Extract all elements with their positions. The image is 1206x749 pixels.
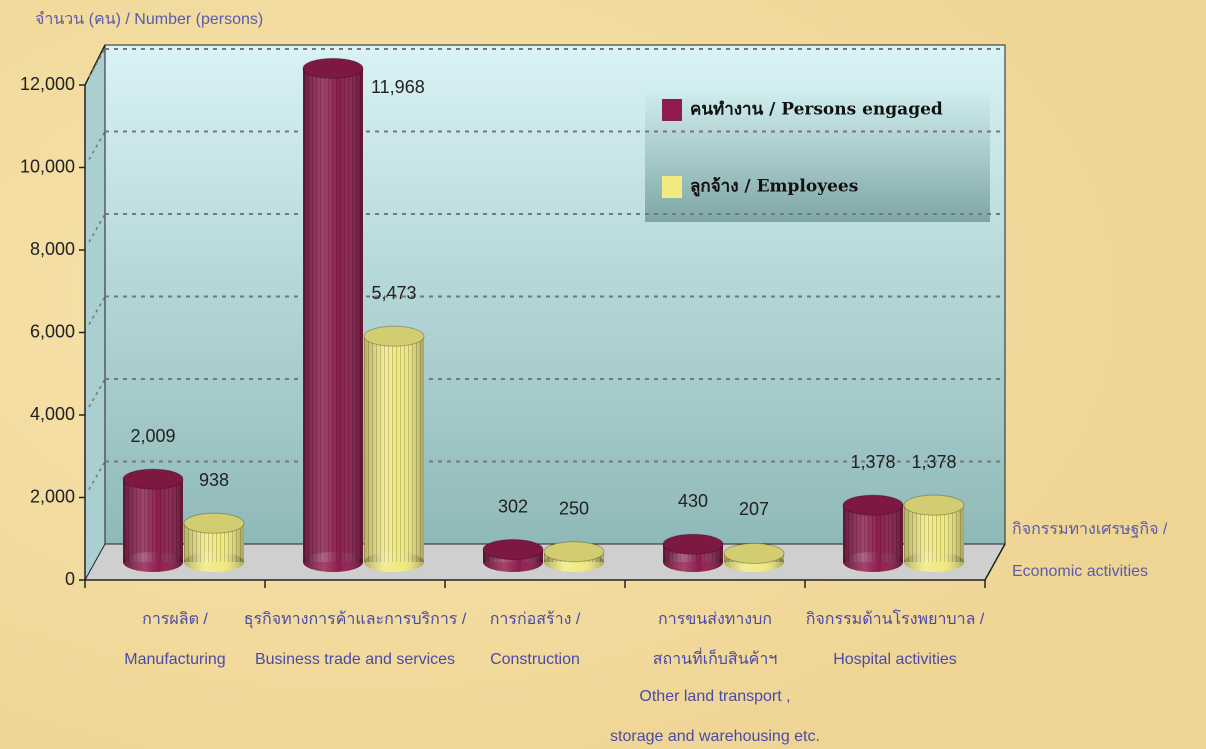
grid-line-depth bbox=[88, 48, 106, 78]
bar-top-shade bbox=[184, 513, 244, 534]
cylinder bbox=[543, 541, 605, 572]
cylinder bbox=[723, 542, 785, 572]
x-tick-label: Construction bbox=[490, 651, 580, 668]
bar-top-shade bbox=[303, 58, 363, 79]
bar-base-shade bbox=[663, 552, 723, 572]
value-label: 250 bbox=[559, 498, 589, 518]
bar-top bbox=[543, 541, 605, 563]
x-tick-label: กิจกรรมด้านโรงพยาบาล / bbox=[806, 609, 985, 628]
bar-base-shade bbox=[843, 552, 903, 572]
x-tick-label: Hospital activities bbox=[833, 651, 957, 668]
bar-top bbox=[723, 542, 785, 564]
bar-stripes bbox=[303, 68, 363, 562]
x-axis-title: Economic activities bbox=[1012, 563, 1148, 580]
cylinder bbox=[662, 533, 724, 572]
cylinder bbox=[302, 57, 364, 572]
bar-top bbox=[183, 512, 245, 534]
bar-base-shade bbox=[184, 552, 244, 572]
bar-top-shade bbox=[123, 469, 183, 490]
bar-top-shade bbox=[364, 326, 424, 347]
bar-top-shade bbox=[904, 495, 964, 516]
cylinder bbox=[363, 325, 425, 572]
y-tick-label: 10,000 bbox=[20, 156, 75, 176]
bar-top bbox=[482, 539, 544, 561]
value-label: 938 bbox=[199, 470, 229, 490]
grid-line-depth bbox=[88, 131, 106, 160]
value-label: 207 bbox=[739, 499, 769, 519]
x-tick-label: ธุรกิจทางการค้าและการบริการ / bbox=[244, 610, 467, 629]
legend-box bbox=[645, 85, 990, 222]
legend-label: คนทำงาน / Persons engaged bbox=[690, 100, 943, 120]
legend-swatch bbox=[662, 99, 682, 121]
y-tick-label: 6,000 bbox=[30, 321, 75, 341]
cylinder bbox=[122, 468, 184, 572]
bar-top-shade bbox=[724, 543, 784, 564]
y-tick-label: 2,000 bbox=[30, 486, 75, 506]
bar-top bbox=[842, 494, 904, 516]
grid-line-depth bbox=[88, 461, 106, 490]
x-tick-label: Manufacturing bbox=[124, 651, 225, 668]
side-wall bbox=[85, 45, 105, 580]
y-axis-depth bbox=[84, 44, 106, 86]
y-tick-label: 4,000 bbox=[30, 404, 75, 424]
cylinder bbox=[903, 494, 965, 572]
x-tick-label: การผลิต / bbox=[142, 611, 208, 628]
bar-base-shade bbox=[123, 552, 183, 572]
bar-top bbox=[903, 494, 965, 516]
x-axis-depth bbox=[984, 543, 1006, 581]
bar-top-shade bbox=[483, 539, 543, 560]
x-axis-title: กิจกรรมทางเศรษฐกิจ / bbox=[1012, 521, 1168, 538]
bar-top bbox=[302, 57, 364, 79]
legend-label: ลูกจ้าง / Employees bbox=[690, 177, 858, 198]
bar-top bbox=[662, 533, 724, 555]
bar-stripes bbox=[364, 336, 424, 562]
value-label: 1,378 bbox=[911, 452, 956, 472]
x-tick-label: การขนส่งทางบก bbox=[658, 611, 772, 628]
cylinder bbox=[842, 494, 904, 572]
bar-stripes bbox=[123, 479, 183, 562]
legend-swatch bbox=[662, 176, 682, 198]
x-tick-label: การก่อสร้าง / bbox=[490, 610, 581, 628]
bar-top-shade bbox=[663, 534, 723, 555]
bar-base-shade bbox=[303, 552, 363, 572]
x-tick-label: สถานที่เก็บสินค้าฯ bbox=[653, 647, 778, 668]
bar-top bbox=[122, 468, 184, 490]
bar-top-shade bbox=[843, 495, 903, 516]
cylinder bbox=[183, 512, 245, 572]
y-tick-label: 0 bbox=[65, 569, 75, 589]
value-label: 430 bbox=[678, 491, 708, 511]
x-tick-label: Business trade and services bbox=[255, 651, 455, 668]
x-tick-label: Other land transport , bbox=[639, 688, 790, 705]
bar-base-shade bbox=[364, 552, 424, 572]
bar-top bbox=[363, 325, 425, 347]
bar-base-shade bbox=[904, 552, 964, 572]
y-axis-title: จำนวน (คน) / Number (persons) bbox=[35, 11, 263, 28]
value-label: 2,009 bbox=[130, 426, 175, 446]
value-label: 11,968 bbox=[371, 77, 425, 97]
bar-top-shade bbox=[544, 541, 604, 562]
grid-line-depth bbox=[88, 296, 106, 325]
grid-line-depth bbox=[88, 213, 106, 243]
grid-line-depth bbox=[88, 378, 106, 408]
y-tick-label: 8,000 bbox=[30, 239, 75, 259]
cylinder bbox=[482, 539, 544, 572]
value-label: 1,378 bbox=[850, 452, 895, 472]
y-tick-label: 12,000 bbox=[20, 74, 75, 94]
value-label: 302 bbox=[498, 496, 528, 516]
value-label: 5,473 bbox=[371, 283, 416, 303]
x-tick-label: storage and warehousing etc. bbox=[610, 728, 820, 745]
